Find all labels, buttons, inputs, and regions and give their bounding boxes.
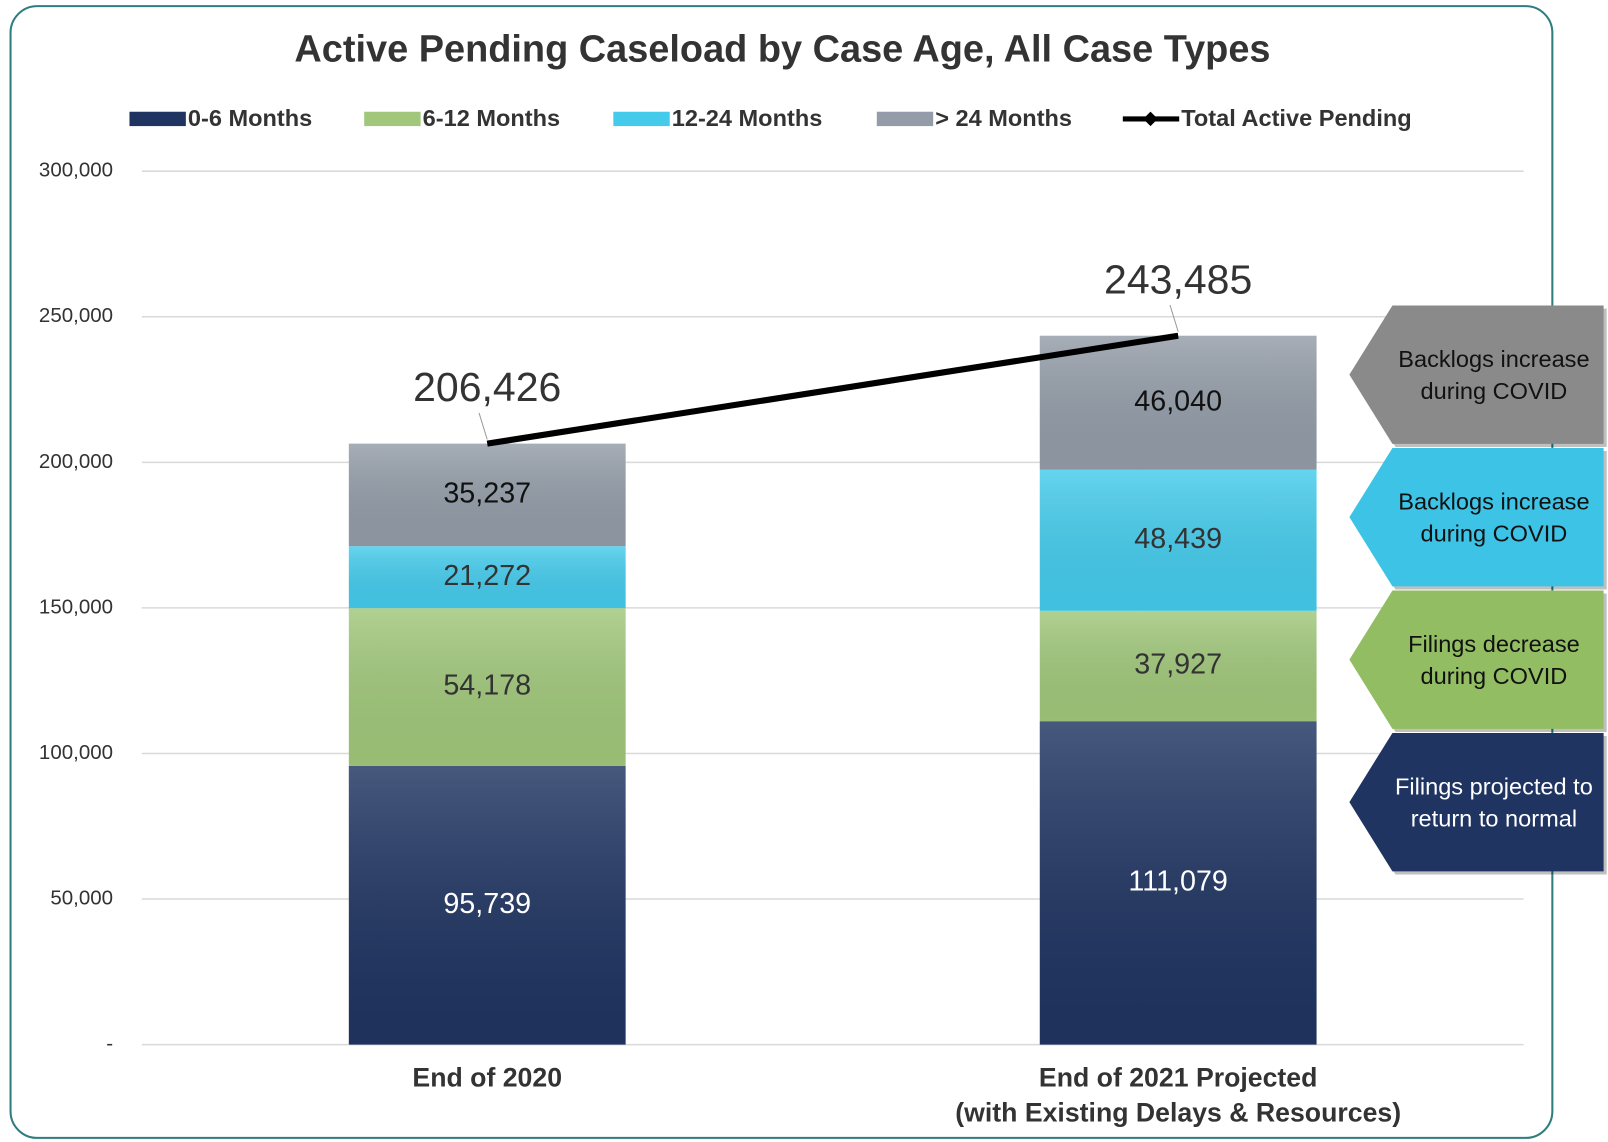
- legend-label: 0-6 Months: [188, 105, 312, 131]
- chart-title: Active Pending Caseload by Case Age, All…: [294, 28, 1270, 70]
- legend-label: 6-12 Months: [423, 105, 560, 131]
- bar-shade: [1039, 610, 1317, 722]
- legend-swatch: [129, 111, 186, 127]
- y-tick-label: 50,000: [50, 886, 113, 909]
- bar-shade: [1039, 721, 1317, 1045]
- total-line: [486, 332, 1179, 447]
- total-label: 243,485: [1104, 256, 1252, 302]
- legend-swatch: [876, 111, 934, 127]
- data-label: 111,079: [1128, 865, 1227, 897]
- legend-swatch: [364, 111, 421, 127]
- data-label: 54,178: [443, 670, 531, 702]
- chart-frame: [9, 5, 1554, 1139]
- callout-text: Filings projected to return to normal: [1394, 772, 1593, 831]
- legend-swatch: [613, 111, 670, 127]
- data-label: 35,237: [443, 477, 531, 509]
- data-label: 21,272: [443, 560, 531, 592]
- total-label: 206,426: [413, 364, 561, 410]
- x-tick-label-box: End of 2020: [412, 1062, 563, 1093]
- callout-text-box: Backlogs increase during COVID: [1398, 487, 1590, 546]
- callout: [1349, 305, 1604, 444]
- callout-text-box: Backlogs increase during COVID: [1398, 344, 1590, 404]
- x-tick-label-box: End of 2021 Projected (with Existing Del…: [955, 1062, 1402, 1128]
- legend-label: Total Active Pending: [1181, 105, 1411, 131]
- data-label: 37,927: [1134, 649, 1222, 681]
- callout: [1349, 590, 1604, 729]
- callout-text: Backlogs increase during COVID: [1398, 344, 1590, 404]
- data-label: 48,439: [1134, 523, 1222, 555]
- y-tick-label: 300,000: [39, 159, 113, 182]
- callout: [1349, 447, 1604, 587]
- bar-shade: [1039, 469, 1317, 611]
- callout-text: Backlogs increase during COVID: [1398, 487, 1590, 546]
- y-tick-label: -: [106, 1032, 113, 1055]
- bar-shade: [348, 443, 626, 547]
- bar-shade: [1039, 335, 1317, 470]
- bar-shade: [348, 546, 626, 609]
- data-label: 95,739: [443, 888, 531, 920]
- bar-shade: [348, 608, 626, 766]
- callout-text-box: Filings projected to return to normal: [1394, 772, 1593, 831]
- callout: [1349, 732, 1604, 872]
- bar-shade: [348, 765, 626, 1045]
- y-tick-label: 200,000: [39, 450, 113, 473]
- callout-text-box: Filings decrease during COVID: [1408, 629, 1580, 689]
- y-tick-label: 100,000: [39, 741, 113, 764]
- leader-line: [1169, 304, 1179, 332]
- legend-label: 12-24 Months: [672, 105, 823, 131]
- leader-line: [478, 412, 488, 440]
- callout-text: Filings decrease during COVID: [1408, 629, 1580, 689]
- x-tick-label: End of 2021 Projected (with Existing Del…: [955, 1062, 1402, 1128]
- y-tick-label: 150,000: [39, 595, 113, 618]
- legend-label: > 24 Months: [935, 105, 1072, 131]
- legend-marker: [1143, 111, 1158, 127]
- data-label: 46,040: [1134, 385, 1222, 417]
- y-tick-label: 250,000: [39, 304, 113, 327]
- x-tick-label: End of 2020: [412, 1062, 563, 1093]
